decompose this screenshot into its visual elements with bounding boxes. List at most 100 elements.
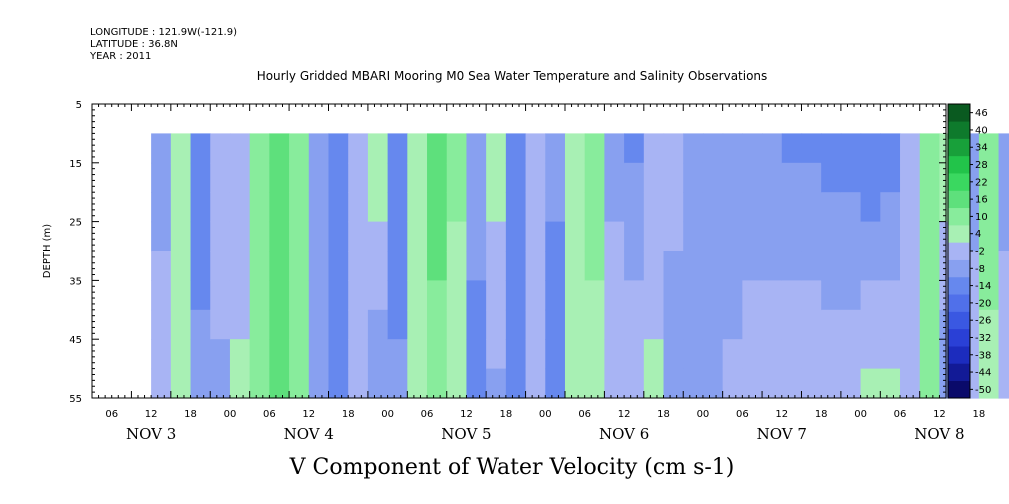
- heatmap-cell: [486, 192, 507, 223]
- heatmap-cell: [978, 251, 1000, 281]
- heatmap-cell: [269, 368, 290, 399]
- heatmap-cell: [821, 162, 842, 193]
- heatmap-cell: [486, 339, 507, 370]
- heatmap-cell: [407, 251, 428, 281]
- x-day-label: NOV 7: [757, 425, 807, 443]
- heatmap-cell: [801, 192, 822, 223]
- heatmap-cell: [683, 280, 704, 311]
- heatmap-cell: [269, 339, 290, 370]
- y-tick-label: 15: [69, 159, 82, 170]
- x-tick-label: 18: [815, 409, 828, 420]
- x-day-label: NOV 8: [914, 425, 964, 443]
- heatmap-cell: [564, 339, 586, 370]
- heatmap-cell: [190, 192, 211, 223]
- x-tick-label: 06: [421, 409, 434, 420]
- heatmap-cell: [505, 280, 527, 311]
- heatmap-cell: [663, 368, 684, 399]
- heatmap-cell: [742, 280, 763, 311]
- heatmap-cell: [821, 251, 842, 281]
- heatmap-cell: [545, 251, 566, 281]
- heatmap-cell: [840, 133, 862, 164]
- y-axis-label: DEPTH (m): [42, 224, 53, 278]
- heatmap-cell: [367, 309, 389, 340]
- heatmap-cell: [229, 339, 251, 370]
- heatmap-cell: [762, 368, 783, 399]
- heatmap-cell: [584, 251, 605, 281]
- colorbar-label: 46: [975, 108, 988, 119]
- heatmap-cell: [840, 309, 862, 340]
- heatmap-cell: [781, 309, 803, 340]
- heatmap-cell: [821, 192, 842, 223]
- x-tick-label: 00: [224, 409, 237, 420]
- heatmap-cell: [801, 280, 822, 311]
- heatmap-cell: [367, 280, 389, 311]
- heatmap-cell: [308, 339, 330, 370]
- heatmap-cell: [229, 368, 251, 399]
- heatmap-cell: [466, 251, 487, 281]
- heatmap-cell: [308, 251, 330, 281]
- heatmap-cell: [505, 368, 527, 399]
- heatmap-cell: [525, 309, 546, 340]
- heatmap-cell: [466, 133, 487, 164]
- heatmap-cell: [545, 339, 566, 370]
- heatmap-cell: [151, 133, 172, 164]
- colorbar-label: 34: [975, 143, 988, 154]
- colorbar-label: -44: [975, 368, 991, 379]
- heatmap-cell: [348, 192, 369, 223]
- heatmap-cell: [407, 221, 428, 252]
- heatmap-cell: [624, 133, 645, 164]
- colorbar-swatch: [948, 363, 970, 381]
- heatmap-cell: [722, 339, 743, 370]
- heatmap-cell: [702, 192, 724, 223]
- colorbar-swatch: [948, 207, 970, 226]
- heatmap-cell: [821, 339, 842, 370]
- heatmap-cell: [643, 280, 665, 311]
- heatmap-cell: [249, 339, 270, 370]
- colorbar-swatch: [948, 311, 970, 330]
- heatmap-cell: [801, 368, 822, 399]
- heatmap-cell: [210, 251, 231, 281]
- heatmap-cell: [249, 368, 270, 399]
- y-tick-label: 45: [69, 335, 82, 346]
- heatmap-cell: [624, 309, 645, 340]
- colorbar-swatch: [948, 173, 970, 191]
- heatmap-cell: [427, 280, 448, 311]
- heatmap-cell: [978, 368, 1000, 399]
- heatmap-cell: [604, 162, 625, 193]
- heatmap-cell: [880, 162, 901, 193]
- heatmap-cell: [702, 339, 724, 370]
- heatmap-cell: [387, 133, 408, 164]
- heatmap-cell: [919, 192, 941, 223]
- heatmap-cell: [486, 221, 507, 252]
- heatmap-cell: [978, 339, 1000, 370]
- heatmap-cell: [387, 368, 408, 399]
- heatmap-cell: [486, 309, 507, 340]
- heatmap-cell: [427, 251, 448, 281]
- heatmap-cell: [387, 280, 408, 311]
- heatmap-cell: [348, 133, 369, 164]
- heatmap-cell: [407, 162, 428, 193]
- colorbar-swatch: [948, 346, 970, 364]
- x-day-label: NOV 6: [599, 425, 649, 443]
- heatmap-cell: [762, 162, 783, 193]
- heatmap-cell: [328, 133, 349, 164]
- heatmap-cell: [466, 221, 487, 252]
- heatmap-cell: [762, 192, 783, 223]
- heatmap-cell: [348, 221, 369, 252]
- heatmap-cell: [919, 251, 941, 281]
- heatmap-cell: [427, 192, 448, 223]
- colorbar-swatch: [948, 155, 970, 174]
- heatmap-cell: [210, 192, 231, 223]
- heatmap-cell: [387, 339, 408, 370]
- y-tick-label: 55: [69, 394, 82, 405]
- heatmap-cell: [604, 192, 625, 223]
- heatmap-cell: [781, 221, 803, 252]
- heatmap-cell: [702, 280, 724, 311]
- heatmap-cell: [328, 221, 349, 252]
- colorbar-label: -14: [975, 281, 991, 292]
- colorbar-label: 22: [975, 177, 988, 188]
- heatmap-cell: [170, 221, 192, 252]
- heatmap-cell: [170, 339, 192, 370]
- x-tick-label: 06: [105, 409, 118, 420]
